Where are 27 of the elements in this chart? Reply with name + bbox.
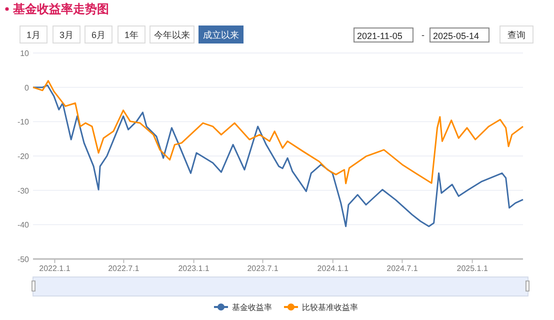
y-tick-label: -50 — [17, 255, 30, 264]
button: 3月 — [52, 26, 80, 44]
button: 1月 — [20, 26, 48, 44]
y-tick-label: -10 — [17, 118, 30, 127]
x-tick-label: 2025.1.1 — [456, 264, 488, 273]
x-tick-label: 2022.7.1 — [108, 264, 140, 273]
y-tick-label: -30 — [17, 186, 30, 196]
input: 2021-11-05 — [354, 28, 414, 42]
button: 1年 — [118, 26, 146, 44]
y-tick-label: 0 — [24, 83, 30, 92]
text: - — [422, 30, 424, 40]
button: 今年以来 — [150, 26, 194, 44]
x-tick-label: 2024.1.1 — [317, 264, 349, 273]
x-tick-label: 2022.1.1 — [39, 264, 71, 273]
y-tick-label: 10 — [20, 49, 30, 58]
x-tick-label: 2024.7.1 — [386, 264, 418, 273]
x-tick-label: 2023.7.1 — [247, 264, 279, 273]
legend-label: 基金收益率 — [232, 303, 272, 312]
button: 查询 — [500, 26, 534, 44]
button: 6月 — [84, 26, 112, 44]
input: 2025-05-14 — [430, 28, 490, 42]
y-tick-label: -40 — [17, 220, 30, 230]
x-tick-label: 2023.1.1 — [178, 264, 210, 273]
text: 基金收益率走势图 — [12, 2, 109, 16]
y-tick-label: -20 — [17, 152, 30, 161]
legend-label: 比较基准收益率 — [302, 303, 358, 312]
button: 成立以来 — [198, 26, 244, 44]
